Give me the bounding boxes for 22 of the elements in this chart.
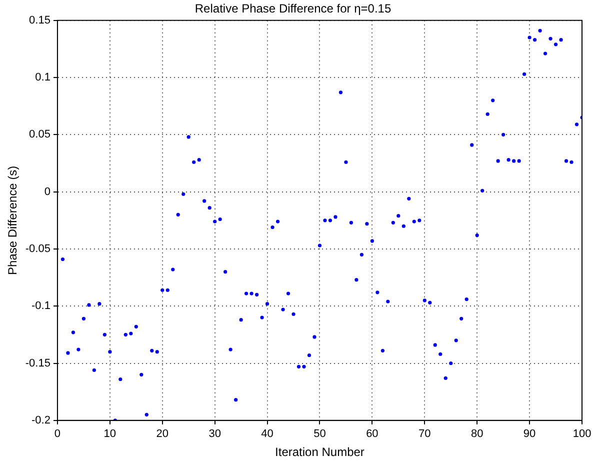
x-tick-label: 20	[156, 428, 169, 440]
x-tick-label: 80	[470, 428, 484, 440]
x-tick-label: 100	[572, 428, 592, 440]
x-axis-title: Iteration Number	[275, 445, 364, 460]
x-tick-label: 30	[208, 428, 221, 440]
y-tick-label: 0.15	[29, 14, 50, 26]
x-tick-label: 50	[314, 428, 326, 440]
y-tick-label: 0.05	[29, 128, 50, 141]
y-tick-label: 0	[44, 186, 50, 198]
y-tick-label: 0.1	[35, 72, 50, 84]
x-tick-label: 60	[366, 428, 378, 440]
y-tick-label: -0.15	[25, 357, 50, 370]
x-tick-label: 10	[104, 428, 116, 440]
y-tick-label: -0.05	[25, 243, 50, 256]
chart-title: Relative Phase Difference for η=0.15	[194, 2, 392, 16]
x-tick-label: 0	[54, 428, 61, 440]
x-tick-label: 70	[418, 428, 431, 440]
x-tick-label: 40	[261, 428, 274, 440]
y-tick-label: -0.1	[32, 300, 50, 312]
x-tick-label: 90	[523, 428, 536, 440]
y-tick-label: -0.2	[32, 414, 50, 426]
y-axis-title: Phase Difference (s)	[6, 166, 20, 275]
